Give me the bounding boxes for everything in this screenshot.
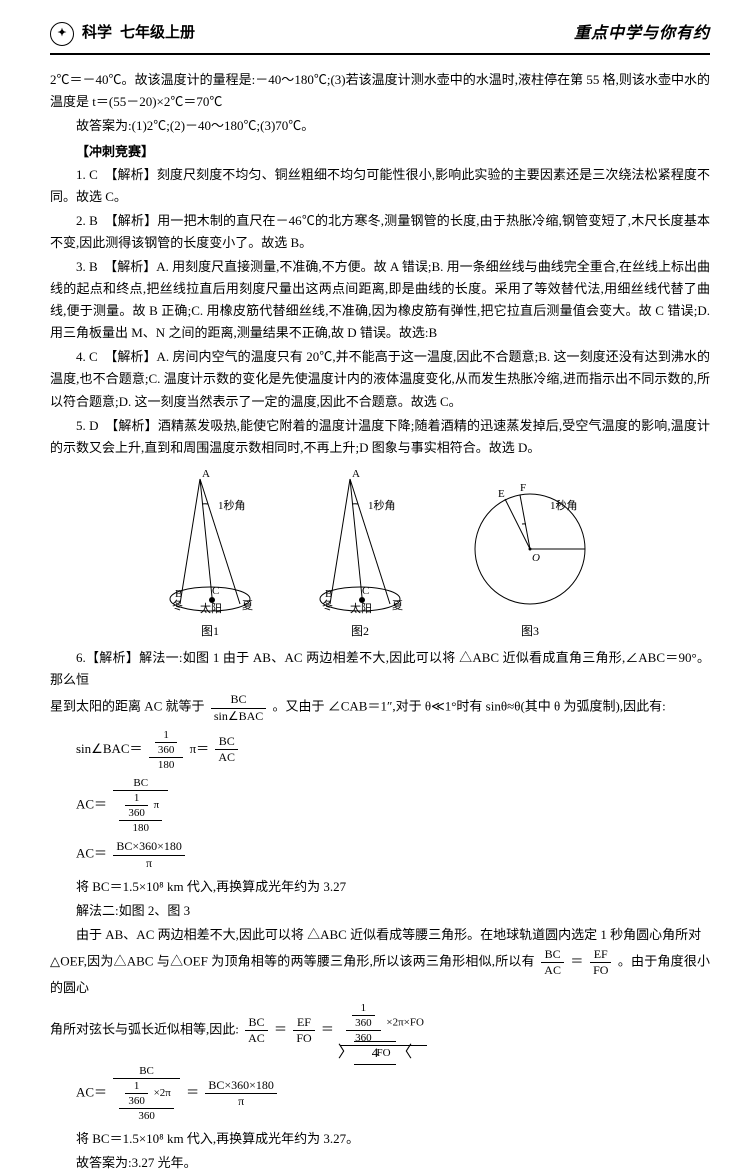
frac-bc-sinbac: BC sin∠BAC	[211, 693, 266, 722]
figure-2-caption: 图2	[300, 621, 420, 641]
figure-1-caption: 图1	[150, 621, 270, 641]
question-3: 3. B 【解析】A. 用刻度尺直接测量,不准确,不方便。故 A 错误;B. 用…	[50, 256, 710, 344]
q6-p2: 星到太阳的距离 AC 就等于 BC sin∠BAC 。又由于 ∠CAB＝1″,对…	[50, 693, 710, 722]
svg-text:B: B	[175, 588, 182, 600]
svg-text:冬: 冬	[322, 598, 333, 612]
grade-label: 七年级上册	[120, 21, 195, 47]
svg-text:夏: 夏	[392, 599, 403, 612]
q6-p3: 将 BC＝1.5×10⁸ km 代入,再换算成光年约为 3.27	[50, 876, 710, 898]
header-left: ✦ 科学 七年级上册	[50, 21, 195, 47]
svg-text:F: F	[520, 482, 526, 494]
eq2: AC＝ BC 1 360 π 180	[76, 777, 710, 834]
question-4: 4. C 【解析】A. 房间内空气的温度只有 20℃,并不能高于这一温度,因此不…	[50, 346, 710, 412]
figure-1-svg: A 1秒角 冬 B C 太阳 夏	[150, 469, 270, 619]
svg-text:A: A	[352, 469, 360, 480]
q6-p9: 故答案为:3.27 光年。	[50, 1152, 710, 1174]
book-logo-icon: ✦	[50, 22, 74, 46]
svg-text:太阳: 太阳	[200, 602, 222, 615]
question-1: 1. C 【解析】刻度尺刻度不均匀、铜丝粗细不均匀可能性很小,影响此实验的主要因…	[50, 164, 710, 208]
svg-text:C: C	[212, 585, 219, 597]
svg-text:1秒角: 1秒角	[550, 498, 578, 512]
subject-label: 科学	[82, 21, 112, 47]
q6-p5: 由于 AB、AC 两边相差不大,因此可以将 △ABC 近似看成等腰三角形。在地球…	[50, 924, 710, 946]
q6-p4: 解法二:如图 2、图 3	[50, 900, 710, 922]
figure-3-caption: 图3	[450, 621, 610, 641]
page-number-ribbon: 〉 4 〈	[338, 1041, 413, 1065]
figure-2: A 1秒角 冬 B C 太阳 夏 图2	[300, 469, 420, 641]
svg-text:1秒角: 1秒角	[218, 498, 246, 512]
svg-text:E: E	[498, 488, 505, 500]
svg-text:冬: 冬	[172, 598, 183, 612]
figure-3-svg: E F 1秒角 O	[450, 469, 610, 619]
intro-p2: 故答案为:(1)2℃;(2)－40～180℃;(3)70℃。	[50, 115, 710, 137]
figure-1: A 1秒角 冬 B C 太阳 夏 图1	[150, 469, 270, 641]
ribbon-right-icon: 〈	[396, 1045, 412, 1061]
svg-text:太阳: 太阳	[350, 602, 372, 615]
page-header: ✦ 科学 七年级上册 重点中学与你有约	[50, 20, 710, 55]
q6-p6: △OEF,因为△ABC 与△OEF 为顶角相等的两等腰三角形,所以该两三角形相似…	[50, 948, 710, 999]
intro-p1: 2℃＝－40℃。故该温度计的量程是:－40～180℃;(3)若该温度计测水壶中的…	[50, 69, 710, 113]
ribbon-left-icon: 〉	[338, 1045, 354, 1061]
eq4: AC＝ BC 1360 ×2π 360 ＝ BC×360×180 π	[76, 1065, 710, 1122]
figures-row: A 1秒角 冬 B C 太阳 夏 图1 A 1秒角 冬 B C 太阳 夏 图2	[50, 469, 710, 641]
figure-3: E F 1秒角 O 图3	[450, 469, 610, 641]
svg-text:B: B	[325, 588, 332, 600]
question-5: 5. D 【解析】酒精蒸发吸热,能使它附着的温度计温度下降;随着酒精的迅速蒸发掉…	[50, 415, 710, 459]
question-2: 2. B 【解析】用一把木制的直尺在－46℃的北方寒冬,测量钢管的长度,由于热胀…	[50, 210, 710, 254]
header-slogan: 重点中学与你有约	[574, 20, 710, 47]
page-footer: 〉 4 〈	[0, 1041, 750, 1065]
q6-p8: 将 BC＝1.5×10⁸ km 代入,再换算成光年约为 3.27。	[50, 1128, 710, 1150]
q6-p1: 6.【解析】解法一:如图 1 由于 AB、AC 两边相差不大,因此可以将 △AB…	[50, 647, 710, 691]
eq3: AC＝ BC×360×180 π	[76, 840, 710, 869]
svg-text:1秒角: 1秒角	[368, 498, 396, 512]
svg-text:夏: 夏	[242, 599, 253, 612]
svg-text:C: C	[362, 585, 369, 597]
figure-2-svg: A 1秒角 冬 B C 太阳 夏	[300, 469, 420, 619]
svg-text:O: O	[532, 552, 540, 564]
page-number: 4	[354, 1041, 397, 1065]
svg-text:A: A	[202, 469, 210, 480]
eq1: sin∠BAC＝ 1 360 180 π＝ BC AC	[76, 729, 710, 771]
section-label: 【冲刺竞赛】	[50, 141, 710, 163]
